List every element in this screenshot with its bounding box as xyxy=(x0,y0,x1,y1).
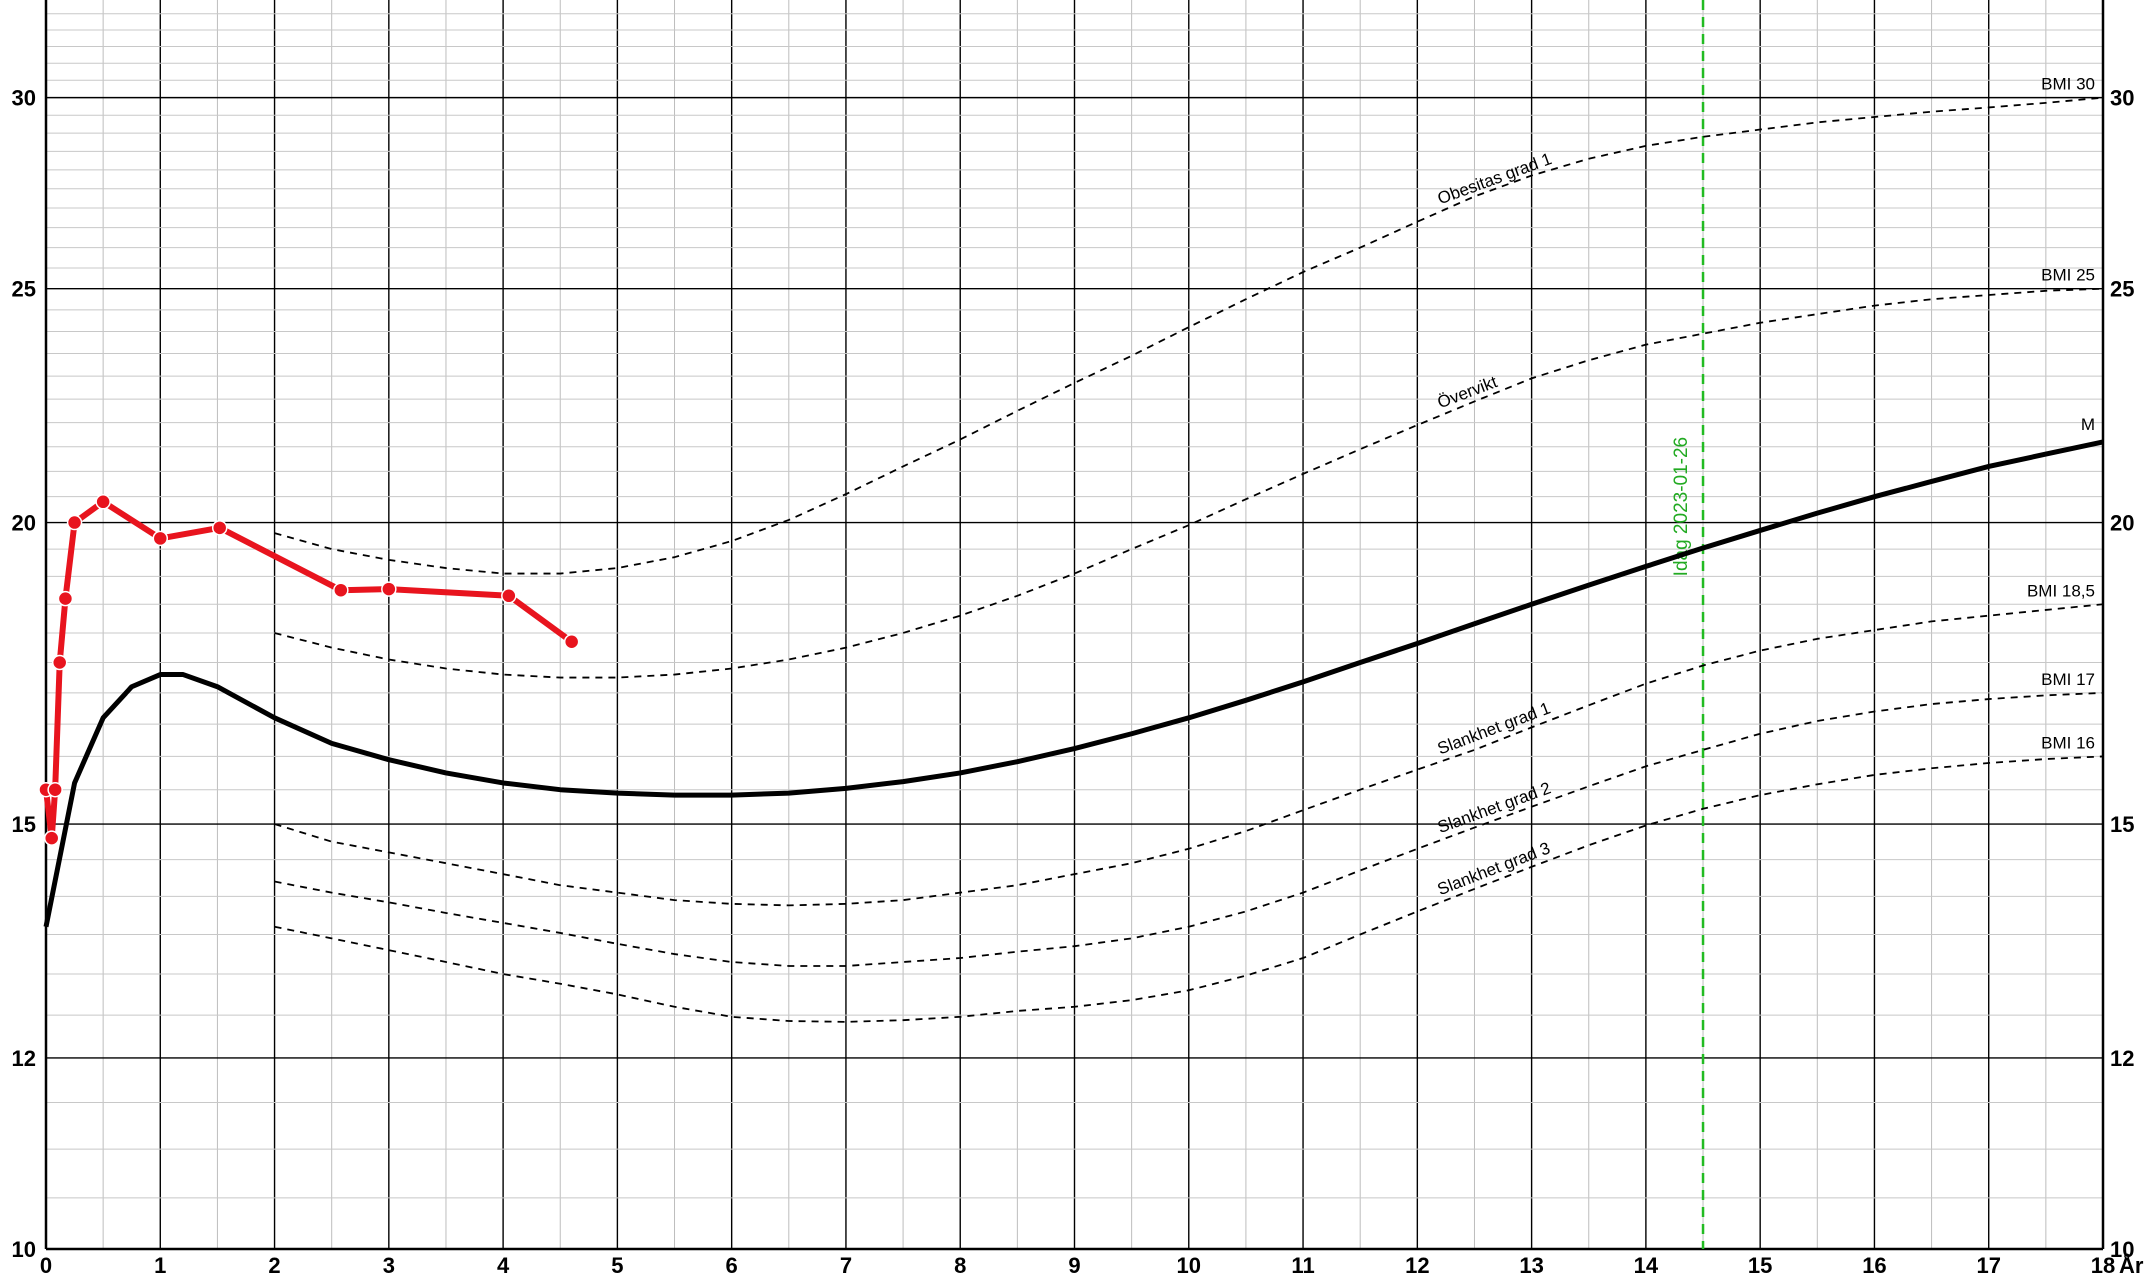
x-tick-label: 6 xyxy=(726,1253,738,1274)
patient-measurement-point xyxy=(47,781,63,798)
x-tick-label: 12 xyxy=(1405,1253,1429,1274)
curve-m xyxy=(43,439,2104,928)
patient-measurement-point xyxy=(95,494,111,510)
patient-series xyxy=(38,494,580,846)
x-tick-label: 11 xyxy=(1291,1253,1314,1274)
y-tick-label-left: 10 xyxy=(12,1237,36,1262)
patient-measurement-point xyxy=(57,590,74,607)
x-tick-label: 10 xyxy=(1177,1253,1201,1274)
curve-category-label-bmi-25: Övervikt xyxy=(1435,372,1500,412)
patient-measurement-point xyxy=(381,581,397,597)
y-tick-label-left: 25 xyxy=(12,277,36,302)
patient-series-line xyxy=(43,498,575,842)
patient-measurement-point xyxy=(501,588,517,604)
y-tick-label-right: 15 xyxy=(2110,812,2134,837)
curve-end-label-bmi-17: BMI 17 xyxy=(2041,670,2095,689)
curve-bmi-30 xyxy=(274,96,2104,575)
y-tick-label-left: 12 xyxy=(12,1046,36,1071)
curve-bmi-18-5 xyxy=(274,603,2104,907)
curve-category-label-bmi-17: Slankhet grad 2 xyxy=(1435,778,1553,837)
curve-bmi-16 xyxy=(274,755,2104,1023)
x-tick-label: 14 xyxy=(1634,1253,1659,1274)
curve-bmi-17 xyxy=(274,691,2104,967)
curve-end-label-bmi-25: BMI 25 xyxy=(2041,266,2095,285)
x-tick-label: 7 xyxy=(840,1253,852,1274)
today-marker: Idag 2023-01-26 xyxy=(1671,0,1705,1249)
patient-measurement-point xyxy=(563,634,580,650)
x-tick-label: 18 xyxy=(2091,1253,2115,1274)
y-tick-label-left: 30 xyxy=(12,86,36,111)
curve-category-label-bmi-18-5: Slankhet grad 1 xyxy=(1435,698,1553,758)
curve-end-label-bmi-16: BMI 16 xyxy=(2041,733,2095,752)
patient-measurement-point xyxy=(43,830,60,846)
curve-category-label-bmi-30: Obesitas grad 1 xyxy=(1435,149,1554,208)
y-tick-label-left: 20 xyxy=(12,511,36,536)
y-tick-label-left: 15 xyxy=(12,812,36,837)
y-tick-label-right: 30 xyxy=(2110,86,2134,111)
today-label: Idag 2023-01-26 xyxy=(1671,437,1692,576)
y-tick-label-right: 12 xyxy=(2110,1046,2134,1071)
x-tick-label: 17 xyxy=(1976,1253,2000,1274)
patient-measurement-point xyxy=(211,520,228,536)
grid xyxy=(44,0,2105,1251)
curve-category-label-bmi-16: Slankhet grad 3 xyxy=(1435,838,1553,899)
x-tick-label: 8 xyxy=(954,1253,966,1274)
x-tick-label: 4 xyxy=(497,1253,510,1274)
patient-measurement-point xyxy=(51,654,68,671)
y-tick-label-right: 10 xyxy=(2110,1237,2134,1262)
curve-end-label-bmi-30: BMI 30 xyxy=(2041,75,2095,94)
x-tick-label: 2 xyxy=(268,1253,280,1274)
y-tick-label-right: 20 xyxy=(2110,511,2134,536)
curve-end-label-bmi-18-5: BMI 18,5 xyxy=(2027,581,2095,600)
x-tick-label: 3 xyxy=(383,1253,395,1274)
patient-measurement-point xyxy=(152,530,169,547)
x-tick-label: 0 xyxy=(40,1253,52,1274)
y-tick-label-right: 25 xyxy=(2110,277,2134,302)
x-tick-label: 16 xyxy=(1862,1253,1886,1274)
x-tick-label: 5 xyxy=(611,1253,623,1274)
x-tick-label: 15 xyxy=(1748,1253,1772,1274)
curve-end-label-m: M xyxy=(2081,415,2095,434)
x-tick-label: 9 xyxy=(1068,1253,1080,1274)
patient-measurement-point xyxy=(66,514,83,531)
x-tick-label: 1 xyxy=(154,1253,166,1274)
patient-measurement-point xyxy=(333,582,349,598)
x-tick-label: 13 xyxy=(1519,1253,1543,1274)
curve-bmi-25 xyxy=(274,287,2104,679)
x-axis-unit-label: År xyxy=(2119,1252,2144,1274)
